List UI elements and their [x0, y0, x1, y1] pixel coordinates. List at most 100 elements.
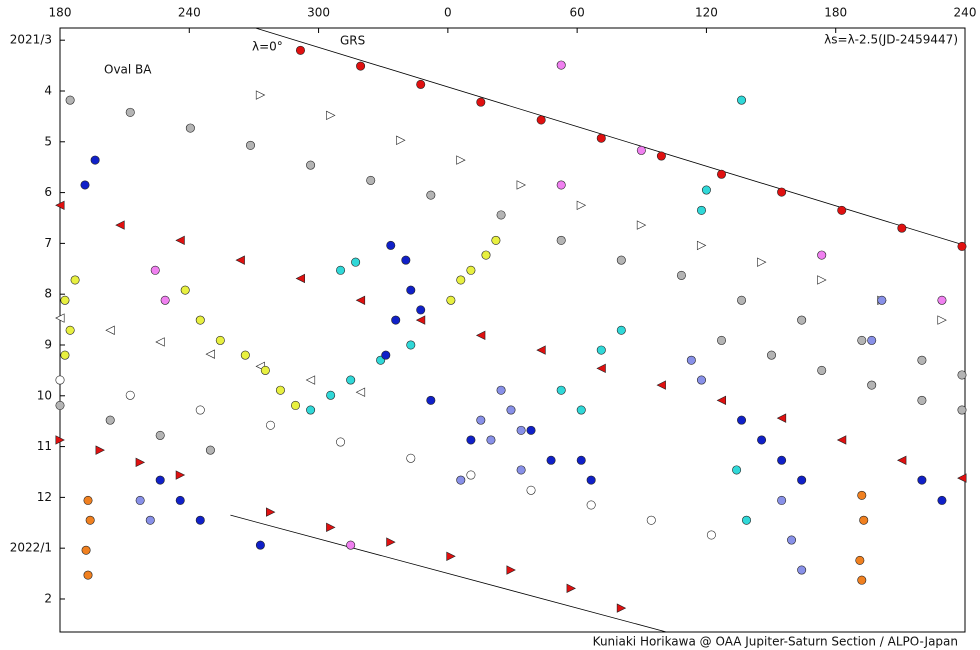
drift-line [230, 514, 667, 633]
point [306, 405, 316, 415]
point [486, 435, 496, 445]
point [737, 295, 747, 305]
point [305, 375, 316, 385]
point [416, 79, 426, 89]
point [275, 385, 285, 395]
point [175, 235, 185, 246]
x-tick-label: 240 [954, 6, 977, 20]
point [491, 235, 501, 245]
point [836, 435, 847, 445]
point [475, 330, 486, 341]
point [83, 495, 93, 505]
point [255, 90, 266, 100]
point [180, 285, 190, 295]
point [406, 285, 416, 295]
point [415, 315, 426, 325]
y-tick-label: 9 [44, 337, 52, 351]
point [456, 155, 466, 165]
point [481, 250, 491, 260]
x-tick-label: 120 [695, 6, 718, 20]
point [717, 169, 727, 179]
plot-frame [59, 27, 966, 633]
point [917, 395, 927, 405]
point [957, 370, 967, 380]
point [406, 453, 416, 463]
point [732, 465, 742, 475]
point [696, 205, 706, 215]
point [767, 350, 777, 360]
point [706, 530, 716, 540]
x-tick-label: 180 [49, 6, 72, 20]
annotation: GRS [340, 34, 365, 48]
point [366, 175, 376, 185]
point [717, 335, 727, 345]
point [957, 241, 967, 251]
point [65, 325, 75, 335]
x-tick-label: 300 [307, 6, 330, 20]
y-tick-label: 2 [44, 591, 52, 605]
point [496, 385, 506, 395]
point [105, 325, 115, 335]
point [235, 255, 245, 265]
drift-line [255, 27, 966, 246]
point [446, 295, 456, 305]
point [326, 390, 336, 400]
point [60, 295, 70, 305]
point [937, 295, 947, 305]
point [797, 475, 807, 485]
point [837, 205, 847, 215]
point [70, 275, 80, 285]
point [295, 45, 305, 55]
point [125, 107, 135, 117]
point [80, 180, 90, 190]
point [917, 355, 927, 365]
point [240, 350, 250, 360]
point [155, 337, 165, 347]
point [867, 380, 877, 390]
point [55, 400, 65, 410]
y-tick-label: 2022/1 [10, 541, 52, 555]
point [797, 565, 807, 575]
point [817, 250, 827, 260]
point [656, 380, 666, 390]
point [185, 123, 195, 133]
point [937, 315, 947, 325]
point [516, 465, 526, 475]
point [867, 335, 877, 345]
point [155, 430, 165, 440]
point [295, 273, 305, 284]
point [737, 415, 747, 425]
point [306, 160, 316, 170]
point [777, 455, 787, 465]
point [291, 400, 301, 410]
point [817, 275, 827, 285]
point [195, 515, 205, 525]
point [857, 575, 867, 585]
point [60, 350, 70, 360]
point [897, 223, 907, 233]
point [556, 180, 566, 190]
point [506, 565, 516, 575]
point [516, 425, 526, 435]
point [506, 405, 516, 415]
point [95, 445, 105, 455]
x-tick-label: 60 [570, 6, 585, 20]
point [416, 305, 426, 315]
point [556, 60, 566, 70]
point [716, 395, 727, 406]
point [446, 551, 456, 561]
point [386, 240, 396, 250]
point [536, 115, 546, 125]
y-tick-label: 5 [44, 134, 52, 148]
point [957, 473, 967, 483]
point [401, 255, 411, 265]
point [757, 257, 767, 267]
point [456, 275, 466, 285]
x-tick-label: 240 [178, 6, 201, 20]
point [742, 515, 752, 525]
point [566, 583, 576, 593]
point [636, 145, 646, 155]
point [937, 495, 947, 505]
point [55, 375, 65, 385]
